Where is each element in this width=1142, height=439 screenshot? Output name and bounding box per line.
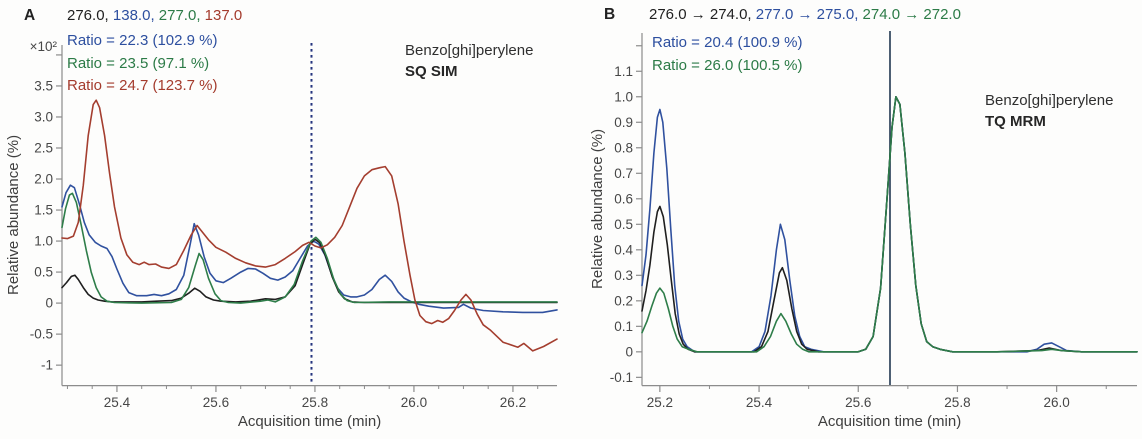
panel-a-x-axis-title: Acquisition time (min) xyxy=(237,413,382,430)
channel-label: 274.0 → 272.0 xyxy=(862,6,961,23)
x-tick-label: 25.2 xyxy=(647,395,673,410)
y-tick-label: 0.3 xyxy=(614,268,633,283)
panel-b-compound-box: Benzo[ghi]perylene TQ MRM xyxy=(985,90,1113,132)
y-tick-label: -1 xyxy=(41,358,53,373)
y-tick-label: 2.5 xyxy=(34,140,53,155)
trace-m/z 276.0 xyxy=(61,238,558,304)
ratio-annotation: Ratio = 22.3 (102.9 %) xyxy=(67,32,218,49)
y-tick-label: 0 xyxy=(45,296,53,311)
x-tick-label: 25.6 xyxy=(203,395,229,410)
y-tick-label: 3.0 xyxy=(34,109,53,124)
channel-separator: , xyxy=(104,7,113,24)
y-tick-label: 0 xyxy=(625,344,633,359)
panel-a-y-multiplier: ×10² xyxy=(29,39,57,54)
ratio-annotation: Ratio = 23.5 (97.1 %) xyxy=(67,54,210,72)
ratio-annotation: Ratio = 24.7 (123.7 %) xyxy=(67,77,218,94)
panel-a-channel-header: 276.0, 138.0, 277.0, 137.0 xyxy=(67,7,242,24)
channel-separator: , xyxy=(747,6,756,23)
channel-label: 277.0 → 275.0 xyxy=(755,6,855,23)
panel-b-ratio-annotations: Ratio = 20.4 (100.9 %) Ratio = 26.0 (100.… xyxy=(652,32,803,77)
y-tick-label: 0.9 xyxy=(614,115,633,130)
panel-b-label: B xyxy=(604,6,616,23)
channel-separator: , xyxy=(196,7,205,24)
y-tick-label: 0.7 xyxy=(614,166,633,181)
panel-b-x-axis-title: Acquisition time (min) xyxy=(817,413,962,430)
y-tick-label: 1.5 xyxy=(34,203,53,218)
x-tick-label: 25.4 xyxy=(746,395,773,410)
channel-label: 276.0 xyxy=(67,7,105,24)
x-tick-label: 25.8 xyxy=(302,395,328,410)
channel-label: 276.0 → 274.0 xyxy=(649,6,748,23)
trace-m/z 138.0 xyxy=(61,184,558,314)
trace-274.0 → 272.0 xyxy=(641,96,1138,353)
channel-label: 277.0 xyxy=(158,7,197,24)
channel-label: 138.0 xyxy=(112,7,151,24)
panel-a-mode-label: SQ SIM xyxy=(405,63,458,80)
y-tick-label: 0.8 xyxy=(614,140,633,155)
panel-b-channel-header: 276.0 → 274.0, 277.0 → 275.0, 274.0 → 27… xyxy=(649,6,961,23)
y-tick-label: 1.0 xyxy=(614,89,633,104)
x-tick-label: 26.2 xyxy=(500,395,526,410)
panel-b-y-axis-title: Relative abundance (%) xyxy=(589,128,606,290)
x-tick-label: 26.0 xyxy=(401,395,427,410)
y-tick-label: 1.1 xyxy=(614,64,633,79)
y-tick-label: 1.0 xyxy=(34,234,53,249)
panel-b-mode-label: TQ MRM xyxy=(985,113,1046,130)
trace-m/z 137.0 xyxy=(61,99,558,352)
y-tick-label: 0.4 xyxy=(614,242,633,257)
x-tick-label: 25.4 xyxy=(104,395,131,410)
y-tick-label: 0.5 xyxy=(34,265,53,280)
y-tick-label: 3.5 xyxy=(34,78,53,93)
panel-a-ratio-annotations: Ratio = 22.3 (102.9 %) Ratio = 23.5 (97.1… xyxy=(67,30,218,98)
y-tick-label: -0.1 xyxy=(610,370,633,385)
y-tick-label: -0.5 xyxy=(30,327,53,342)
y-tick-label: 0.6 xyxy=(614,191,633,206)
panel-b-compound-name: Benzo[ghi]perylene xyxy=(985,92,1114,109)
ratio-annotation: Ratio = 20.4 (100.9 %) xyxy=(652,34,803,51)
channel-separator: , xyxy=(854,6,863,23)
x-tick-label: 25.8 xyxy=(944,395,970,410)
y-tick-label: 0.1 xyxy=(614,319,633,334)
panel-a-y-axis-title: Relative abundance (%) xyxy=(5,134,22,296)
ratio-annotation: Ratio = 26.0 (100.5 %) xyxy=(652,56,803,74)
panel-a-label: A xyxy=(24,7,36,24)
x-tick-label: 25.6 xyxy=(845,395,871,410)
y-tick-label: 2.0 xyxy=(34,172,53,187)
channel-label: 137.0 xyxy=(204,7,243,24)
y-tick-label: 0.5 xyxy=(614,217,633,232)
y-tick-label: 0.2 xyxy=(614,293,633,308)
panel-a-compound-box: Benzo[ghi]perylene SQ SIM xyxy=(405,40,533,82)
channel-separator: , xyxy=(150,7,159,24)
x-tick-label: 26.0 xyxy=(1044,395,1070,410)
trace-m/z 277.0 xyxy=(61,192,558,304)
panel-a-compound-name: Benzo[ghi]perylene xyxy=(405,42,534,59)
